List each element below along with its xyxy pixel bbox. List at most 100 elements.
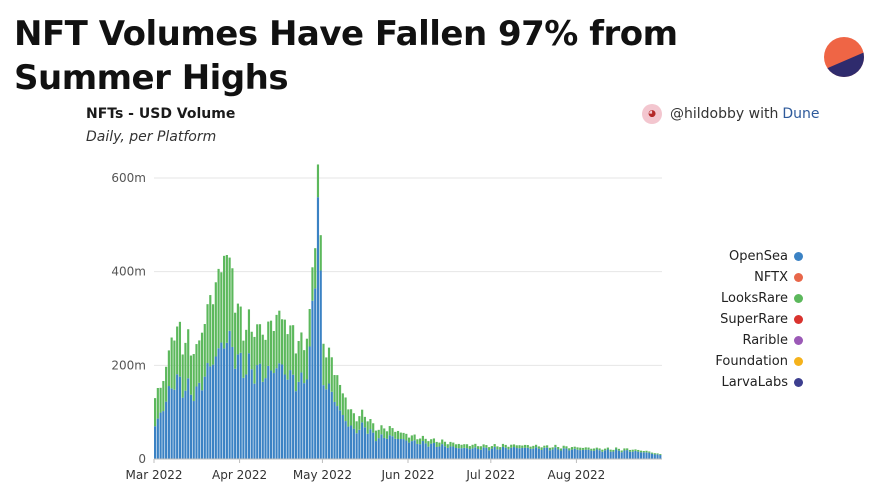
- bar-looksrare: [482, 444, 485, 448]
- bar-opensea: [236, 354, 239, 459]
- bar-looksrare: [499, 447, 502, 450]
- legend-label: OpenSea: [729, 249, 788, 264]
- attribution-handle[interactable]: @hildobby with: [670, 106, 779, 122]
- bar-looksrare: [526, 445, 529, 448]
- bar-looksrare: [405, 433, 408, 441]
- bar-opensea: [546, 447, 549, 459]
- bar-opensea: [311, 300, 314, 459]
- bar-opensea: [388, 435, 391, 459]
- bar-opensea: [225, 342, 228, 459]
- bar-opensea: [264, 378, 267, 459]
- bar-looksrare: [653, 453, 656, 455]
- bar-looksrare: [609, 449, 612, 452]
- bar-opensea: [189, 394, 193, 459]
- bar-opensea: [499, 449, 502, 459]
- bar-opensea: [220, 342, 223, 459]
- legend-item-superrare[interactable]: SuperRare: [715, 309, 803, 330]
- bar-opensea: [195, 386, 198, 459]
- legend-item-foundation[interactable]: Foundation: [715, 351, 803, 372]
- legend-item-nftx[interactable]: NFTX: [715, 267, 803, 288]
- bar-looksrare: [581, 447, 585, 450]
- bar-opensea: [430, 443, 433, 459]
- bar-opensea: [289, 370, 292, 459]
- bar-opensea: [468, 449, 471, 459]
- bar-opensea: [449, 446, 452, 459]
- bar-opensea: [606, 449, 609, 459]
- bar-looksrare: [286, 334, 289, 380]
- bar-opensea: [245, 374, 248, 459]
- bar-opensea: [490, 448, 493, 459]
- bar-looksrare: [366, 421, 369, 434]
- bar-looksrare: [344, 397, 347, 422]
- bar-opensea: [341, 415, 344, 459]
- bar-looksrare: [165, 366, 168, 402]
- bar-looksrare: [396, 430, 400, 440]
- bar-looksrare: [648, 451, 651, 453]
- bar-opensea: [559, 450, 563, 459]
- bar-opensea: [648, 452, 651, 459]
- bar-looksrare: [592, 448, 596, 451]
- bar-opensea: [634, 450, 637, 459]
- bar-opensea: [258, 363, 262, 459]
- bar-looksrare: [198, 340, 201, 383]
- bar-opensea: [515, 448, 518, 459]
- bar-opensea: [267, 365, 270, 459]
- bar-looksrare: [330, 357, 333, 392]
- bar-opensea: [217, 348, 220, 459]
- bar-looksrare: [416, 439, 419, 444]
- bar-looksrare: [631, 449, 634, 452]
- legend-item-larvalabs[interactable]: LarvaLabs: [715, 372, 803, 393]
- bar-opensea: [184, 390, 187, 459]
- bar-looksrare: [449, 441, 452, 447]
- bar-opensea: [601, 451, 604, 459]
- bar-looksrare: [289, 325, 292, 371]
- bar-opensea: [372, 432, 375, 459]
- bar-opensea: [590, 450, 593, 459]
- legend-dot-icon: [794, 378, 803, 387]
- legend-item-looksrare[interactable]: LooksRare: [715, 288, 803, 309]
- bar-looksrare: [361, 409, 364, 423]
- bar-looksrare: [267, 321, 270, 366]
- bar-looksrare: [173, 340, 176, 390]
- bar-opensea: [537, 448, 540, 459]
- bar-opensea: [620, 452, 623, 459]
- chart-legend: OpenSea NFTX LooksRare SuperRare Rarible Foun…: [715, 246, 803, 393]
- bar-looksrare: [438, 442, 441, 447]
- bar-opensea: [231, 346, 234, 459]
- bar-opensea: [576, 449, 579, 459]
- bar-opensea: [617, 450, 620, 459]
- bar-looksrare: [579, 447, 582, 451]
- bar-looksrare: [634, 449, 637, 451]
- bar-looksrare: [162, 381, 165, 412]
- bar-opensea: [402, 439, 405, 459]
- bar-looksrare: [167, 350, 170, 387]
- bar-opensea: [275, 368, 278, 459]
- attribution-platform[interactable]: Dune: [782, 106, 820, 122]
- bar-opensea: [548, 450, 551, 459]
- bar-looksrare: [369, 419, 372, 430]
- bar-looksrare: [488, 447, 491, 451]
- chart-title: NFTs - USD Volume: [86, 106, 236, 122]
- bar-looksrare: [601, 449, 604, 452]
- bar-looksrare: [454, 444, 458, 448]
- bar-looksrare: [206, 304, 209, 364]
- bar-opensea: [223, 348, 226, 459]
- bar-looksrare: [372, 423, 375, 433]
- bar-looksrare: [264, 339, 267, 379]
- bar-opensea: [504, 447, 507, 459]
- bar-looksrare: [388, 426, 391, 436]
- bar-looksrare: [225, 254, 228, 343]
- bar-looksrare: [507, 446, 510, 450]
- attribution[interactable]: ◕ @hildobby with Dune: [642, 104, 819, 124]
- bar-opensea: [604, 450, 607, 459]
- bar-opensea: [292, 374, 295, 459]
- bar-looksrare: [278, 310, 281, 364]
- bar-opensea: [314, 288, 317, 459]
- bar-opensea: [211, 364, 215, 459]
- bar-opensea: [557, 449, 560, 459]
- bar-opensea: [501, 446, 505, 459]
- legend-item-opensea[interactable]: OpenSea: [715, 246, 803, 267]
- legend-item-rarible[interactable]: Rarible: [715, 330, 803, 351]
- bar-looksrare: [374, 430, 378, 442]
- bar-opensea: [316, 197, 320, 460]
